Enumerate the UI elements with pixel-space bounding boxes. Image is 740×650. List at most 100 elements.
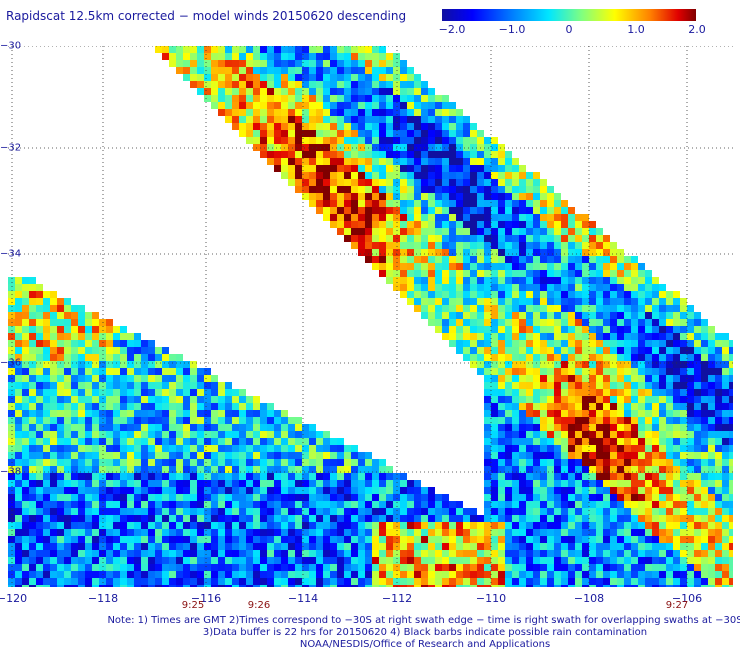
swath-cell [330, 165, 337, 172]
swath-cell [393, 207, 400, 214]
swath-cell [323, 88, 330, 95]
swath-cell [407, 214, 414, 221]
swath-cell [512, 354, 519, 361]
swath-cell [99, 480, 106, 487]
swath-cell [638, 529, 645, 536]
swath-cell [519, 438, 526, 445]
swath-cell [393, 172, 400, 179]
swath-cell [218, 571, 225, 578]
swath-cell [337, 179, 344, 186]
swath-cell [491, 501, 498, 508]
swath-cell [505, 480, 512, 487]
swath-cell [15, 340, 22, 347]
swath-cell [64, 382, 71, 389]
swath-cell [71, 494, 78, 501]
swath-cell [519, 354, 526, 361]
swath-cell [197, 578, 204, 585]
swath-cell [610, 298, 617, 305]
swath-cell [526, 389, 533, 396]
swath-cell [484, 354, 491, 361]
swath-cell [680, 515, 687, 522]
swath-cell [491, 396, 498, 403]
swath-cell [526, 466, 533, 473]
swath-cell [708, 564, 715, 571]
swath-cell [85, 452, 92, 459]
swath-cell [78, 382, 85, 389]
swath-cell [652, 508, 659, 515]
swath-cell [218, 67, 225, 74]
swath-cell [659, 459, 666, 466]
swath-cell [260, 424, 267, 431]
swath-cell [715, 459, 722, 466]
swath-cell [617, 340, 624, 347]
swath-cell [512, 494, 519, 501]
swath-cell [148, 410, 155, 417]
swath-cell [50, 501, 57, 508]
swath-cell [596, 445, 603, 452]
swath-cell [484, 424, 491, 431]
swath-cell [603, 270, 610, 277]
swath-cell [519, 249, 526, 256]
lon-label: −112 [381, 592, 413, 605]
swath-cell [554, 263, 561, 270]
swath-cell [456, 298, 463, 305]
swath-cell [645, 501, 652, 508]
swath-cell [673, 571, 680, 578]
swath-cell [491, 263, 498, 270]
swath-cell [694, 354, 701, 361]
swath-cell [400, 235, 407, 242]
swath-cell [85, 473, 92, 480]
swath-cell [568, 480, 575, 487]
swath-cell [274, 95, 281, 102]
swath-cell [29, 403, 36, 410]
swath-cell [8, 347, 15, 354]
swath-cell [526, 291, 533, 298]
swath-cell [673, 333, 680, 340]
swath-cell [71, 487, 78, 494]
swath-cell [582, 270, 589, 277]
swath-cell [218, 557, 225, 564]
swath-cell [582, 515, 589, 522]
swath-cell [638, 347, 645, 354]
swath-cell [449, 508, 456, 515]
swath-cell [232, 543, 239, 550]
swath-cell [344, 585, 351, 587]
swath-cell [603, 431, 610, 438]
swath-cell [190, 515, 197, 522]
swath-cell [470, 165, 477, 172]
swath-cell [568, 550, 575, 557]
swath-cell [484, 144, 491, 151]
swath-cell [29, 431, 36, 438]
swath-cell [358, 137, 365, 144]
swath-cell [267, 67, 274, 74]
swath-cell [645, 571, 652, 578]
swath-cell [687, 403, 694, 410]
swath-cell [673, 494, 680, 501]
swath-cell [8, 459, 15, 466]
swath-cell [141, 557, 148, 564]
swath-cell [547, 361, 554, 368]
swath-cell [435, 214, 442, 221]
swath-cell [316, 543, 323, 550]
swath-cell [260, 480, 267, 487]
swath-cell [722, 452, 729, 459]
swath-cell [484, 571, 491, 578]
swath-cell [610, 536, 617, 543]
swath-cell [498, 249, 505, 256]
swath-cell [512, 277, 519, 284]
swath-cell [92, 375, 99, 382]
swath-cell [484, 207, 491, 214]
swath-cell [512, 564, 519, 571]
swath-cell [589, 354, 596, 361]
swath-cell [169, 445, 176, 452]
swath-cell [50, 466, 57, 473]
swath-cell [533, 291, 540, 298]
swath-cell [589, 312, 596, 319]
swath-cell [421, 284, 428, 291]
swath-cell [512, 200, 519, 207]
swath-cell [470, 585, 477, 587]
swath-cell [421, 193, 428, 200]
swath-cell [652, 291, 659, 298]
swath-cell [162, 585, 169, 587]
swath-cell [64, 319, 71, 326]
